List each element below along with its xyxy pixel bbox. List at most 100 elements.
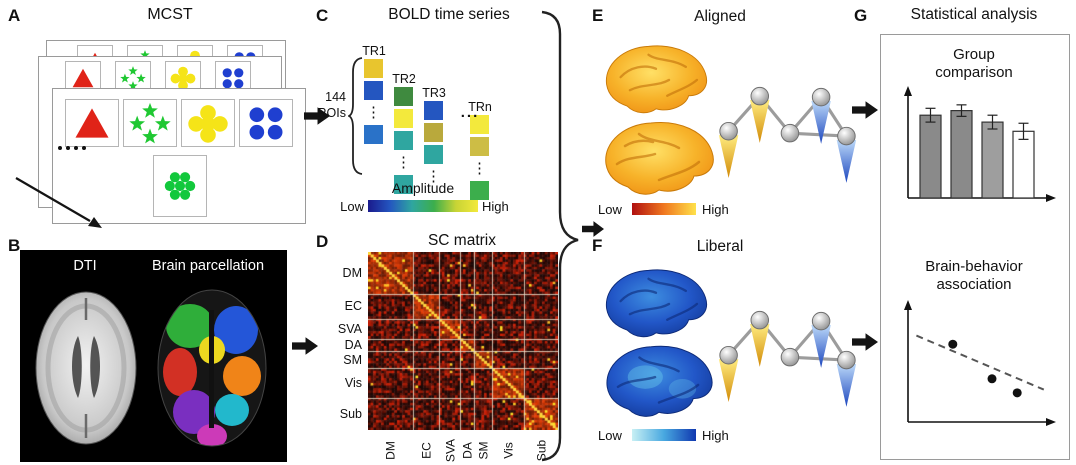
blue-cone [836,139,857,183]
column-ellipsis: ⋮ [366,104,381,121]
group-comparison-title: Group comparison [900,46,1048,82]
card-cell [123,99,177,147]
blue-circles-shape [249,107,283,140]
sc-row-label: DM [342,266,362,280]
aligned-colorbar [632,203,696,215]
yellow-clubs-shape [170,66,196,90]
red-triangle-shape [72,68,94,87]
group-comparison-title-line1: Group [953,46,995,63]
yellow-cone [750,324,770,367]
panel-letter-b: B [8,236,21,255]
roi-count-label: 144 [325,90,346,104]
group-comparison-chart [904,86,1056,202]
bold-amplitude-square [394,131,413,150]
sc-row-label: Sub [339,406,362,421]
bold-amplitude-square [470,137,489,156]
blue-cone [811,101,831,144]
scatter-point [1012,388,1022,398]
stack-ellipsis-dot [58,146,62,150]
yellow-cone [750,100,770,143]
bold-amplitude-square [424,101,443,120]
panel-g-title: Statistical analysis [910,6,1038,23]
bold-columns: TR1 ⋮ TR2 ⋮ TR3 ⋮ TRn ⋮ [362,44,554,216]
column-ellipsis: ⋮ [396,154,411,171]
sc-row-label: DA [344,337,362,352]
column-ellipsis: ⋮ [472,160,487,177]
yellow-clubs-shape [188,105,228,143]
bar [1012,130,1035,199]
stack-ellipsis-dot [82,146,86,150]
trend-line [916,334,1045,391]
parcellation-brain-image [157,289,267,447]
amplitude-low-label: Low [340,199,364,214]
sc-matrix-heatmap [368,252,558,430]
panel-f-title: Liberal [696,238,744,255]
green-stars-shape [120,65,146,90]
dti-label: DTI [73,258,97,274]
liberal-high-label: High [702,428,729,443]
stimulus-card-front [52,88,306,224]
liberal-network-graph [718,310,857,407]
bold-column-TR3: TR3 ⋮ [422,86,450,189]
panel-c-title: BOLD time series [388,6,510,23]
bold-amplitude-square [364,59,383,78]
sequence-arrow [15,177,102,228]
tr-label: TR2 [392,72,416,86]
bold-amplitude-square [394,87,413,106]
tr-label: TRn [468,100,492,114]
panel-letter-g: G [854,6,868,25]
brain-behavior-title: Brain-behavior association [892,258,1056,294]
tr-label: TR3 [422,86,446,100]
panel-e-title: Aligned [694,8,746,25]
roi-unit-label: ROIs [317,106,346,120]
bold-amplitude-square [470,181,489,200]
panel-d-title: SC matrix [427,232,497,249]
bar [981,121,1004,199]
brain-behavior-title-line1: Brain-behavior [925,258,1023,275]
liberal-brain-medial [606,345,713,417]
amplitude-colorbar [368,200,478,212]
parcellation-label: Brain parcellation [151,258,265,274]
panel-letter-c: C [316,6,329,25]
bold-amplitude-square [470,115,489,134]
dti-brain-image [35,291,137,445]
sc-col-label: SM [476,441,491,460]
brain-behavior-chart [904,300,1056,426]
amplitude-high-label: High [482,199,509,214]
card-cell [239,99,293,147]
panel-letter-f: F [592,236,603,255]
bold-column-TR2: TR2 ⋮ [392,72,420,197]
stack-ellipsis-dot [66,146,70,150]
sc-col-label: Vis [501,442,516,459]
liberal-low-label: Low [598,428,622,443]
sc-row-label: EC [344,299,362,314]
aligned-brain-medial [605,122,714,195]
yellow-cone [718,135,739,178]
roi-brace [348,57,363,175]
scatter-point [987,374,997,384]
green-stars-shape [129,102,171,144]
bold-amplitude-square [424,123,443,142]
tr-label: TR1 [362,44,386,58]
aligned-high-label: High [702,202,729,217]
liberal-colorbar [632,429,696,441]
green-dot-cluster-shape [164,172,196,200]
bold-column-TR1: TR1 ⋮ [362,44,390,147]
liberal-brain-lateral [606,269,707,338]
sc-col-label: DA [460,442,475,459]
aligned-low-label: Low [598,202,622,217]
cd-group-brace [541,10,579,462]
bold-amplitude-square [364,81,383,100]
sc-row-label: SVA [337,321,362,336]
bold-amplitude-square [364,125,383,144]
sc-col-label: EC [419,442,434,459]
sc-col-label: DM [383,441,398,460]
sc-row-label: Vis [344,376,362,391]
panel-letter-d: D [316,232,329,251]
tr-ellipsis: ... [460,104,480,121]
bold-amplitude-square [394,175,413,194]
panel-a-title: MCST [147,6,193,23]
sc-col-label: Sub [534,439,549,462]
yellow-cone [718,359,739,402]
